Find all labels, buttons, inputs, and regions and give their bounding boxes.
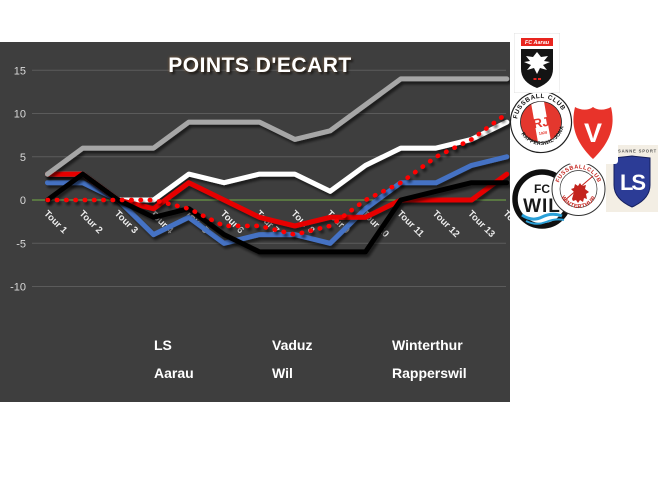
- logo-fc-vaduz: V: [568, 102, 618, 164]
- winterthur-lion-icon: [571, 183, 589, 203]
- lausanne-monogram: LS: [620, 170, 645, 195]
- wil-name-text: WIL: [523, 196, 561, 217]
- chart-panel: 15 10 5 0 -5 -10 Tour 1 Tour 2 Tour 3 Tour 4 Tour …: [0, 42, 510, 402]
- y-tick-label: 5: [20, 152, 26, 164]
- aarau-red-mark: [538, 78, 541, 80]
- x-tick-label: Tour 1: [41, 208, 69, 236]
- chart-title: POINTS D'ECART: [168, 54, 352, 77]
- x-tick-label: Tour 12: [430, 208, 462, 240]
- wil-fc-text: FC: [534, 182, 550, 196]
- wil-wave-icon: [525, 218, 565, 225]
- legend-label-ls: LS: [154, 337, 172, 353]
- legend-label-wil: Wil: [272, 365, 293, 381]
- wil-wave-icon: [521, 212, 563, 221]
- x-tick-label: Tour 3: [112, 208, 140, 236]
- lausanne-caption: LAUSANNE SPORT: [607, 149, 657, 154]
- vaduz-shield: [573, 107, 613, 159]
- x-tick-label: Tour 2: [77, 208, 105, 236]
- legend-label-aarau: Aarau: [154, 365, 194, 381]
- legend-label-rapperswil: Rapperswil: [392, 365, 467, 381]
- y-tick-label: 10: [14, 109, 26, 121]
- series-line-wil: [45, 171, 510, 255]
- aarau-banner-text: FC Aarau: [525, 40, 550, 46]
- aarau-eagle-icon: [524, 52, 550, 74]
- rapperswil-year: 1928: [538, 131, 547, 136]
- y-tick-label: -10: [10, 282, 26, 294]
- logo-fc-winterthur: FUSSBALLCLUB WINTERTHUR: [550, 161, 607, 217]
- logo-fc-rapperswil-jona: FUSSBALL CLUB RAPPERSWIL-JONA RJ 1928: [503, 85, 579, 159]
- lausanne-shield: [613, 155, 651, 208]
- rapperswil-monogram: RJ: [532, 114, 551, 132]
- series-line-ls: [45, 154, 510, 246]
- aarau-red-mark: [533, 78, 537, 80]
- vaduz-letter: V: [584, 118, 602, 148]
- x-tick-label: Tour 11: [395, 208, 427, 240]
- legend-label-vaduz: Vaduz: [272, 337, 312, 353]
- x-tick-label: Tour 14: [501, 208, 510, 240]
- y-tick-label: 0: [20, 195, 26, 207]
- legend-label-winterthur: Winterthur: [392, 337, 463, 353]
- logo-fc-aarau: FC Aarau: [514, 33, 560, 93]
- series-line-aarau: [45, 76, 510, 177]
- x-tick-label: Tour 13: [465, 208, 497, 240]
- rapperswil-stripe: [530, 100, 552, 144]
- y-tick-label: -5: [16, 238, 26, 250]
- aarau-banner: [521, 38, 553, 46]
- series-line-rapperswil: [45, 111, 510, 237]
- y-tick-label: 15: [14, 65, 26, 77]
